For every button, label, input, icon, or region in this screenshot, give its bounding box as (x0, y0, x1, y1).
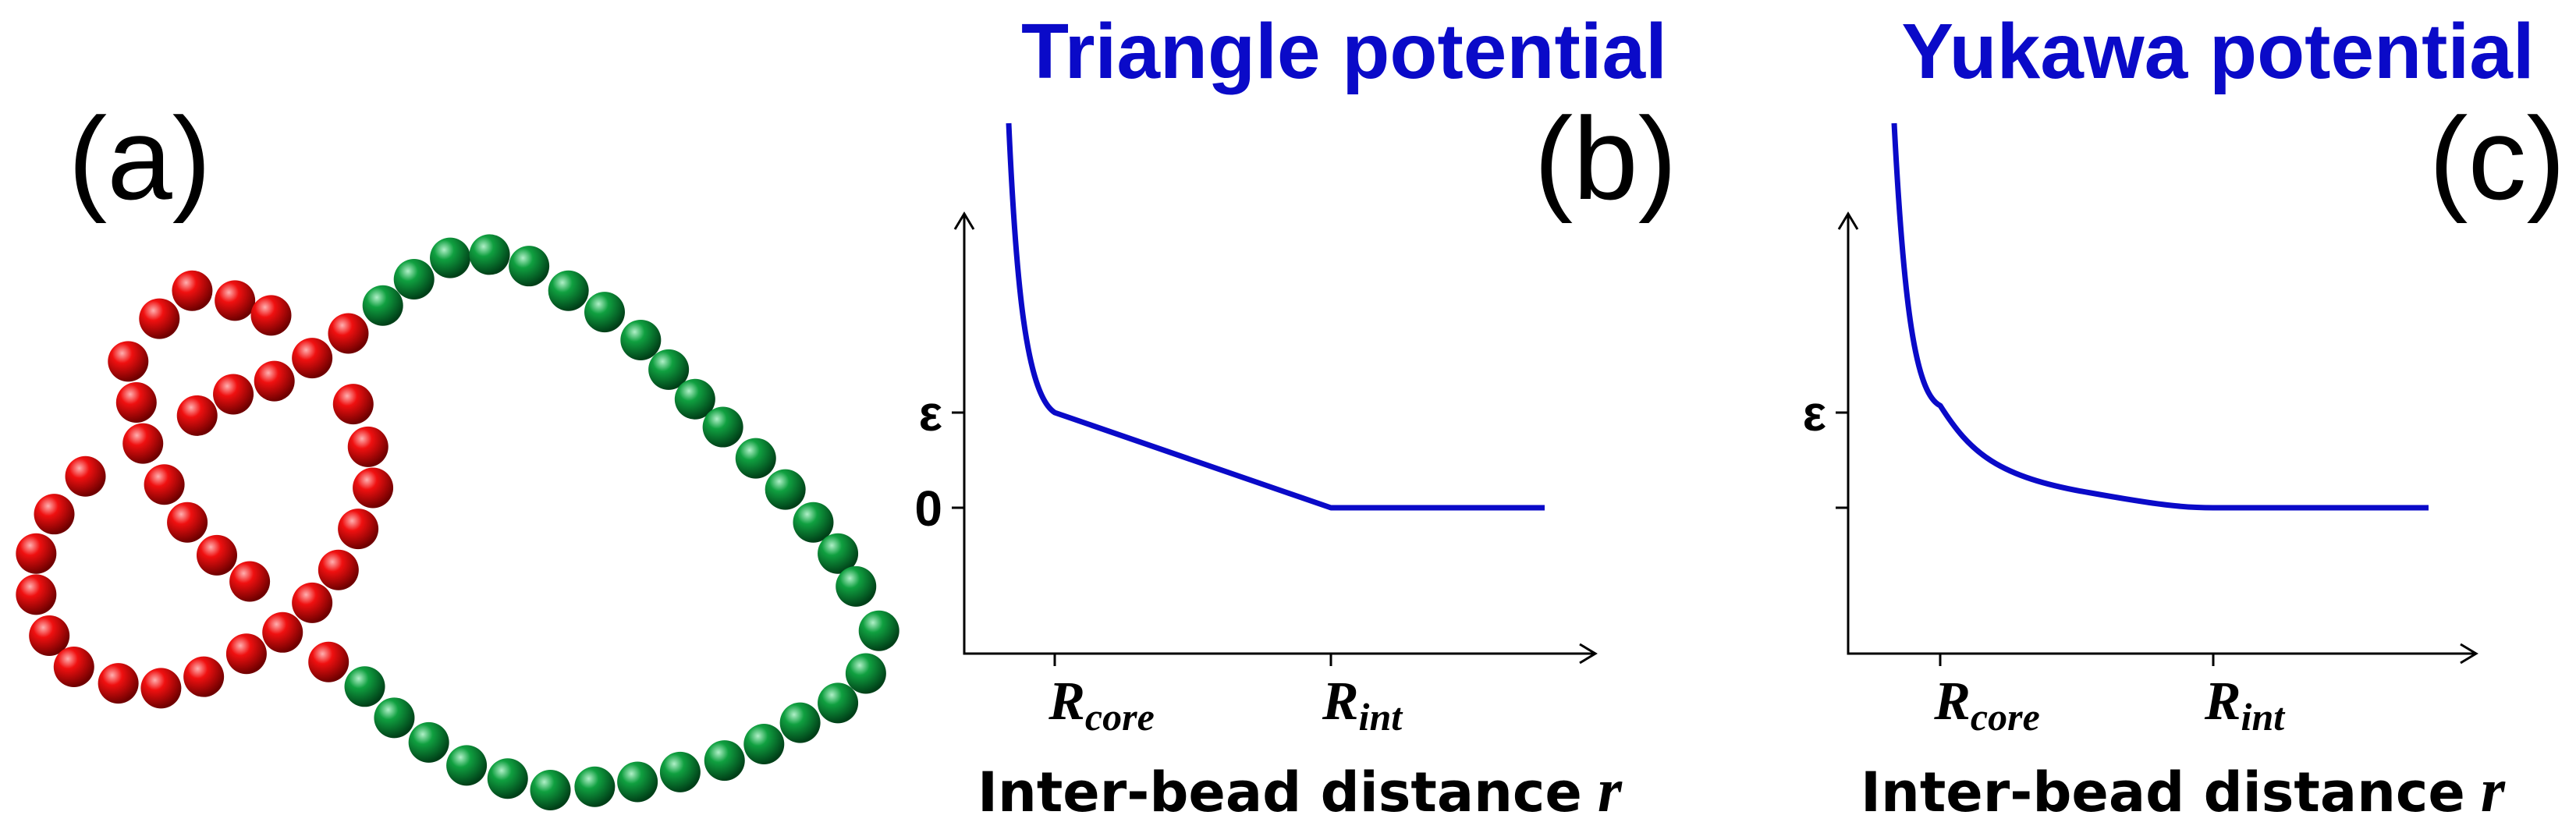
axis-text: Inter-bead distance (978, 760, 1582, 824)
bead (167, 502, 208, 543)
potential-curve (1006, 122, 1545, 511)
bead (262, 611, 303, 653)
bead (308, 641, 349, 682)
panel-title: Yukawa potential (1901, 8, 2534, 95)
bead (574, 766, 616, 807)
bead (617, 761, 658, 803)
bead (53, 647, 94, 688)
bead (735, 438, 776, 479)
symbol: R (1933, 672, 1971, 732)
bead (353, 467, 394, 509)
bead (229, 561, 271, 602)
bead (139, 298, 180, 339)
bead (446, 745, 488, 786)
bead (292, 338, 333, 379)
axis-variable: r (1598, 757, 1623, 825)
bead (98, 663, 139, 704)
axis-title: Inter-bead distance r (1861, 757, 2506, 825)
bead (845, 653, 886, 694)
bead (408, 721, 449, 763)
panel-label: (b) (1534, 93, 1677, 224)
bead (225, 633, 267, 675)
bead (122, 423, 164, 464)
bead (704, 740, 745, 782)
bead (34, 494, 75, 535)
bead (213, 374, 254, 415)
x-label: Rcore (1933, 672, 2040, 739)
bead (469, 234, 510, 275)
bead (836, 565, 877, 607)
axes (952, 211, 1598, 666)
bead (858, 610, 899, 651)
bead (65, 455, 106, 497)
bead (183, 656, 225, 697)
bead (648, 349, 690, 390)
subscript: int (2241, 695, 2287, 739)
bead (765, 469, 806, 510)
bead (347, 426, 389, 467)
bead (344, 666, 385, 707)
bead (620, 319, 662, 360)
bead (430, 237, 471, 278)
bead (332, 384, 374, 425)
x-label: Rint (2204, 672, 2286, 739)
y-label: 0 (914, 480, 942, 537)
symbol: R (2204, 672, 2241, 732)
bead (250, 295, 292, 336)
symbol: R (1048, 672, 1085, 732)
y-label: ε (1803, 385, 1826, 441)
symbol: R (1322, 672, 1359, 732)
bead (140, 668, 182, 709)
x-label: Rcore (1048, 672, 1155, 739)
bead (487, 758, 528, 799)
y-label: ε (919, 385, 942, 441)
bead (702, 406, 743, 448)
subscript: core (1085, 695, 1155, 739)
bead (29, 615, 70, 657)
bead (318, 549, 359, 590)
bead (362, 285, 403, 326)
potential-curve (1891, 122, 2429, 511)
subscript: core (1971, 695, 2040, 739)
axis-title: Inter-bead distance r (978, 757, 1623, 825)
bead (108, 341, 149, 382)
bead (674, 378, 715, 420)
panel-title: Triangle potential (1021, 8, 1667, 95)
bead (292, 582, 333, 623)
bead (16, 574, 57, 615)
axis-text: Inter-bead distance (1861, 760, 2465, 824)
bead (16, 533, 57, 574)
axes (1836, 211, 2478, 666)
bead (144, 464, 185, 505)
bead (793, 502, 834, 543)
bead (338, 509, 379, 550)
x-label: Rint (1322, 672, 1403, 739)
bead (509, 246, 550, 287)
bead (818, 682, 859, 724)
bead (659, 751, 701, 792)
bead (196, 534, 237, 576)
bead (374, 697, 415, 739)
axis-variable: r (2481, 757, 2506, 825)
bead (328, 313, 369, 354)
bead (176, 395, 218, 436)
bead (254, 360, 295, 402)
bead-chains (16, 234, 899, 810)
bead (548, 270, 589, 311)
panel-label: (a) (68, 93, 211, 224)
bead (115, 381, 157, 423)
bead (215, 280, 256, 321)
bead (172, 270, 213, 311)
subscript: int (1359, 695, 1404, 739)
bead (818, 533, 859, 574)
bead (584, 292, 626, 333)
bead (779, 702, 821, 743)
bead (743, 724, 785, 765)
panel-label: (c) (2429, 93, 2566, 224)
bead (530, 769, 571, 810)
bead (393, 259, 435, 300)
